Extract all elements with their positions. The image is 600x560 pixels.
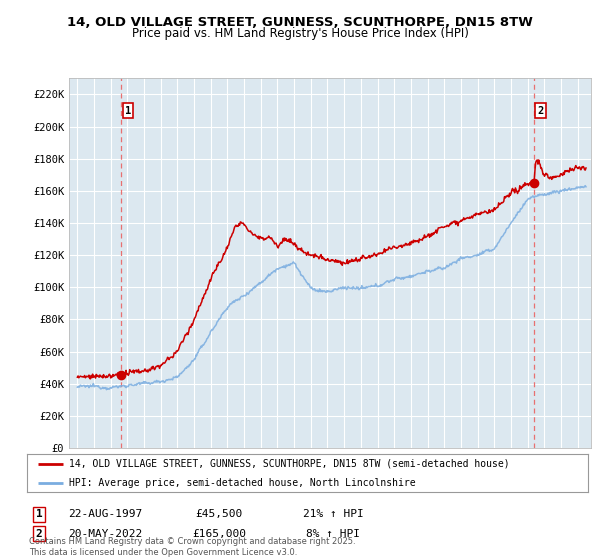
Text: Contains HM Land Registry data © Crown copyright and database right 2025.
This d: Contains HM Land Registry data © Crown c… <box>29 537 355 557</box>
Text: Price paid vs. HM Land Registry's House Price Index (HPI): Price paid vs. HM Land Registry's House … <box>131 27 469 40</box>
Text: 8% ↑ HPI: 8% ↑ HPI <box>306 529 360 539</box>
Text: 1: 1 <box>35 509 43 519</box>
Text: 22-AUG-1997: 22-AUG-1997 <box>68 509 142 519</box>
Text: HPI: Average price, semi-detached house, North Lincolnshire: HPI: Average price, semi-detached house,… <box>69 478 416 488</box>
Text: 21% ↑ HPI: 21% ↑ HPI <box>302 509 364 519</box>
Text: £45,500: £45,500 <box>196 509 242 519</box>
Text: 14, OLD VILLAGE STREET, GUNNESS, SCUNTHORPE, DN15 8TW (semi-detached house): 14, OLD VILLAGE STREET, GUNNESS, SCUNTHO… <box>69 459 510 469</box>
Text: 20-MAY-2022: 20-MAY-2022 <box>68 529 142 539</box>
Text: 2: 2 <box>537 105 544 115</box>
Text: 2: 2 <box>35 529 43 539</box>
Text: 1: 1 <box>125 105 131 115</box>
Text: 14, OLD VILLAGE STREET, GUNNESS, SCUNTHORPE, DN15 8TW: 14, OLD VILLAGE STREET, GUNNESS, SCUNTHO… <box>67 16 533 29</box>
Text: £165,000: £165,000 <box>192 529 246 539</box>
